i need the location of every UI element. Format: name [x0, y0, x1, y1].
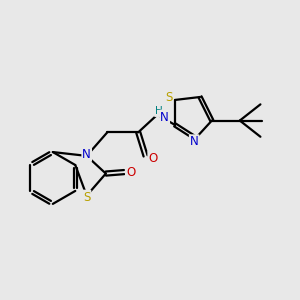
Text: O: O	[148, 152, 158, 165]
Text: S: S	[83, 190, 90, 204]
Text: N: N	[160, 110, 169, 124]
Text: H: H	[155, 106, 163, 116]
Text: N: N	[190, 135, 199, 148]
Text: O: O	[126, 166, 135, 178]
Text: N: N	[82, 148, 91, 161]
Text: S: S	[165, 91, 172, 103]
